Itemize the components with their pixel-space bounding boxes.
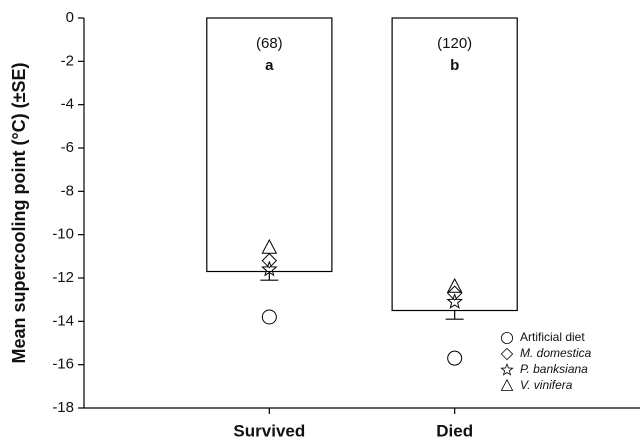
marker-diamond <box>446 285 463 301</box>
y-tick-label: -12 <box>52 269 74 286</box>
y-tick-label: -14 <box>52 312 74 329</box>
sample-size: (120) <box>437 35 472 52</box>
y-axis-label: Mean supercooling point (°C) (±SE) <box>9 62 29 363</box>
marker-diamond <box>500 347 514 361</box>
marker-diamond <box>261 252 278 269</box>
y-tick-label: -4 <box>61 96 74 113</box>
legend-label: V. vinifera <box>520 378 573 392</box>
marker-triangle <box>261 238 278 254</box>
legend-label: Artificial diet <box>520 330 585 344</box>
y-tick-label: 0 <box>66 9 74 26</box>
marker-star <box>261 260 278 277</box>
x-tick-label: Died <box>436 421 473 440</box>
marker-circle <box>500 332 514 345</box>
group-letter: a <box>265 57 274 74</box>
bar <box>206 17 333 273</box>
y-tick-label: -10 <box>52 226 74 243</box>
y-tick-label: -18 <box>52 399 74 416</box>
y-tick-label: -16 <box>52 356 74 373</box>
y-tick-label: -2 <box>61 52 74 69</box>
x-tick-label: Survived <box>233 421 305 440</box>
marker-circle <box>261 309 277 325</box>
legend-label: P. banksiana <box>520 362 588 376</box>
sample-size: (68) <box>256 35 283 52</box>
marker-circle <box>447 350 463 366</box>
y-tick-label: -6 <box>61 139 74 156</box>
marker-triangle <box>446 277 463 293</box>
group-letter: b <box>450 57 459 74</box>
y-tick-label: -8 <box>61 182 74 199</box>
marker-star <box>446 293 463 309</box>
marker-star <box>500 363 514 376</box>
marker-triangle <box>500 378 514 391</box>
legend-label: M. domestica <box>520 346 592 360</box>
